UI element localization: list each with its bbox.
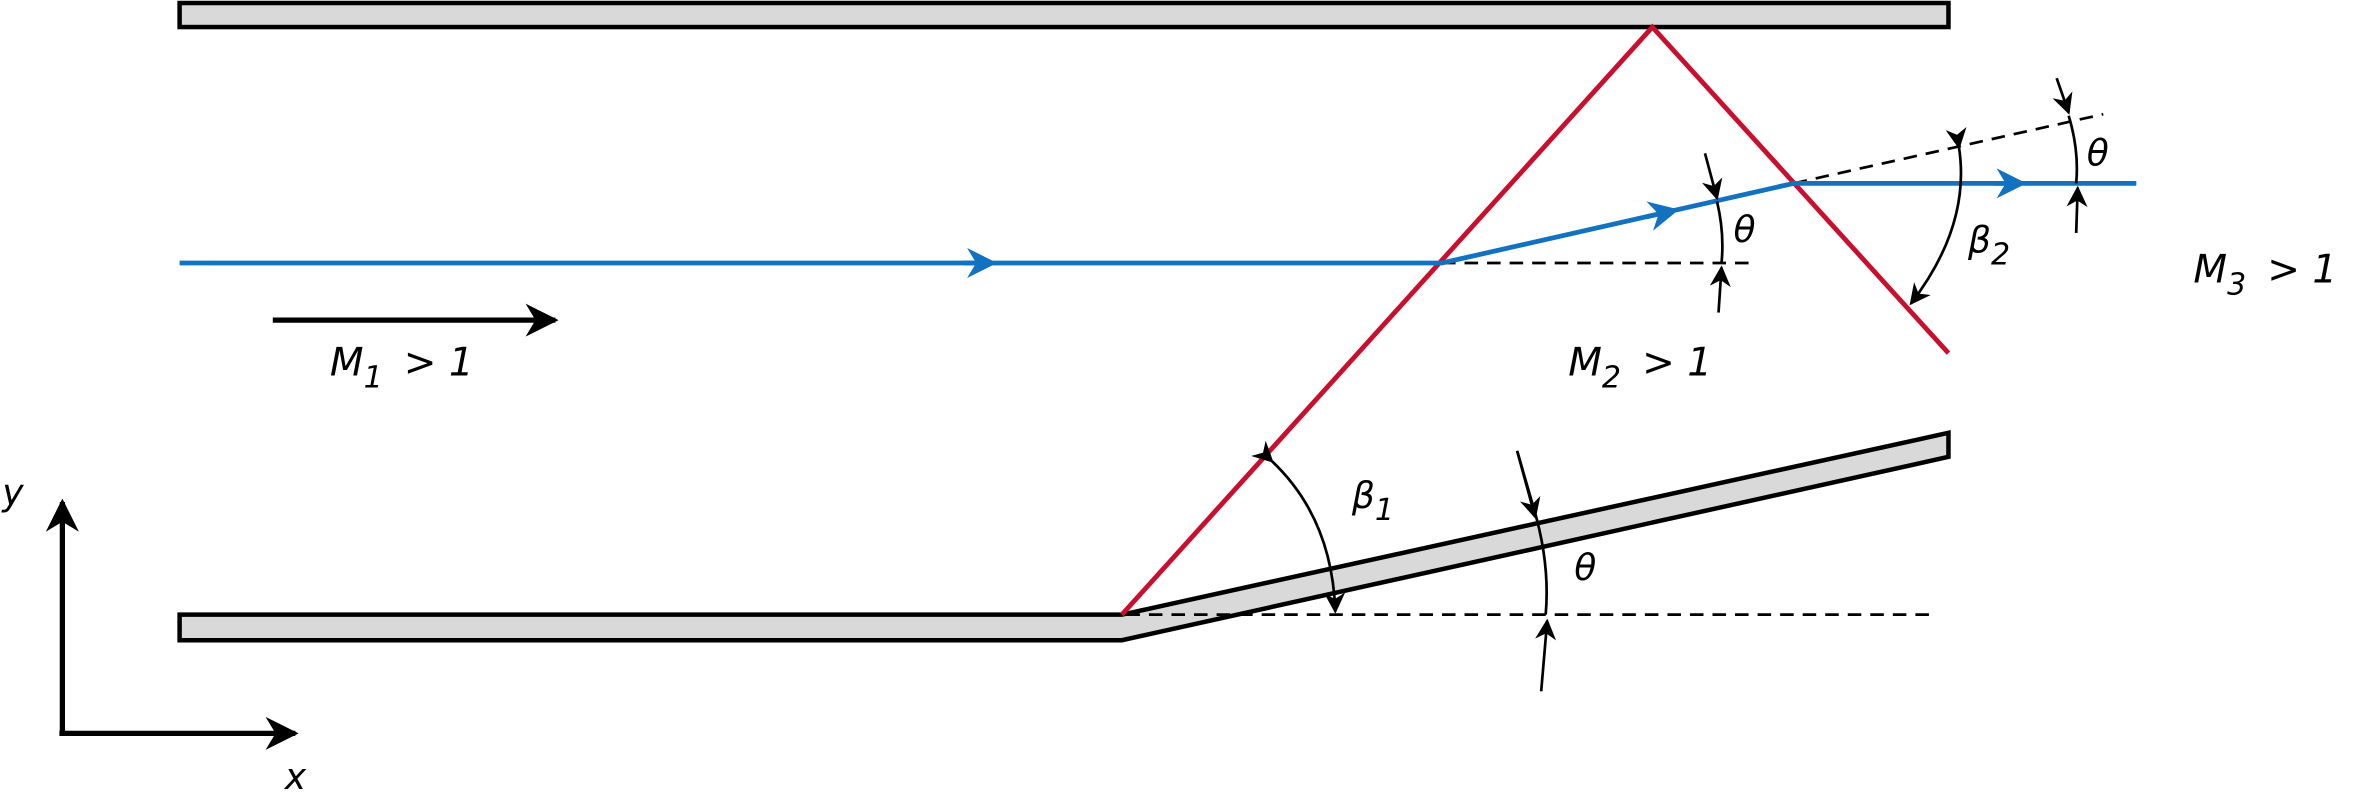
theta-label: θ xyxy=(1574,547,1596,589)
subscript: 1 xyxy=(364,361,383,396)
subscript: 3 xyxy=(2227,268,2246,303)
upper-wall xyxy=(177,0,1951,30)
angle-arcs xyxy=(1251,77,2088,692)
lower-wall xyxy=(177,430,1951,643)
symbol: β xyxy=(1351,475,1375,517)
symbol: M xyxy=(330,341,364,386)
region-label: M3 > 1 xyxy=(2193,248,2337,303)
beta-label: β2 xyxy=(1967,219,2010,272)
subscript: 2 xyxy=(1991,238,2010,273)
region-label: M2 > 1 xyxy=(1568,341,1712,396)
theta-label: θ xyxy=(2087,132,2109,174)
shock-waves xyxy=(1120,23,1951,617)
axis-label: y xyxy=(1,472,24,514)
condition: > 1 xyxy=(404,341,474,386)
symbol: β xyxy=(1967,219,1991,261)
region-label: M1 > 1 xyxy=(330,341,474,396)
streamline xyxy=(179,168,2137,279)
theta-label: θ xyxy=(1734,209,1756,251)
subscript: 2 xyxy=(1602,361,1621,396)
symbol: M xyxy=(2193,248,2227,293)
coordinate-axes xyxy=(45,498,299,750)
beta-label: β1 xyxy=(1351,475,1394,528)
condition: > 1 xyxy=(1642,341,1712,386)
condition: > 1 xyxy=(2267,248,2337,293)
axis-label: x xyxy=(284,756,307,792)
symbol: M xyxy=(1568,341,1602,386)
subscript: 1 xyxy=(1375,493,1394,528)
